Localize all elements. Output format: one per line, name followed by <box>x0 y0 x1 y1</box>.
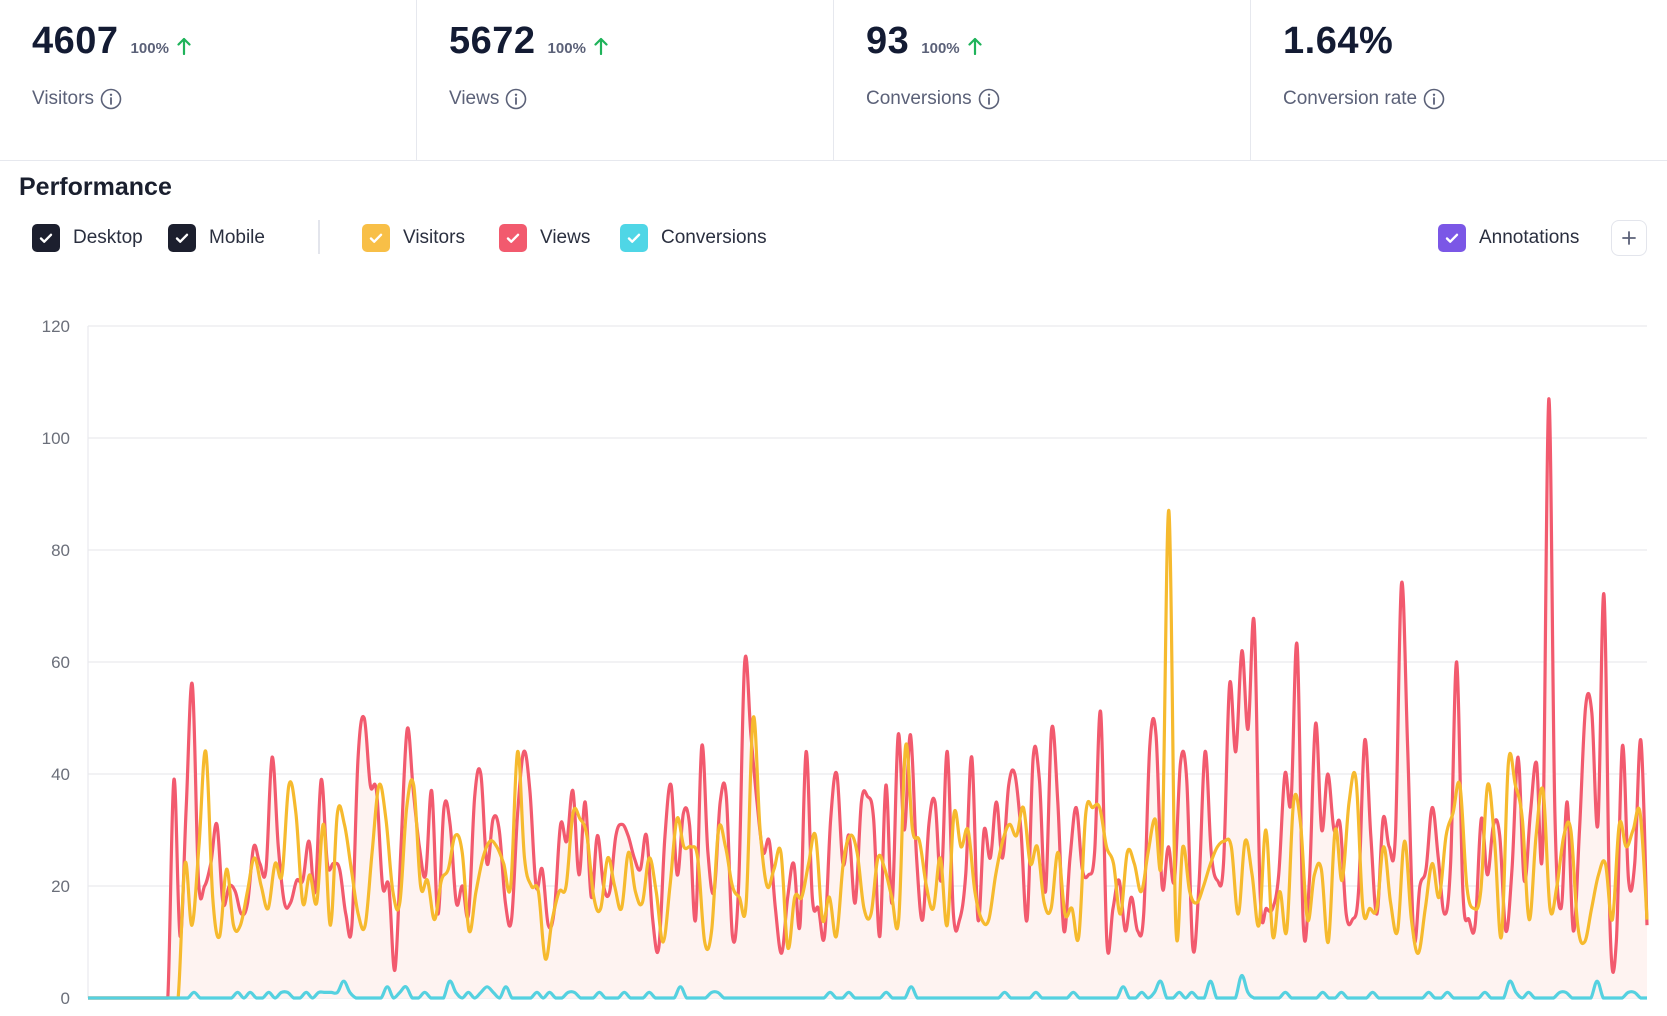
stat-label: Conversions <box>866 88 972 109</box>
performance-title: Performance <box>19 173 172 201</box>
stat-label-row: Conversions <box>866 88 1250 110</box>
toggle-label: Mobile <box>209 227 265 248</box>
toggle-label: Desktop <box>73 227 143 248</box>
y-tick-label: 20 <box>51 877 70 896</box>
stat-change: 100% <box>547 40 586 57</box>
stat-value: 1.64% <box>1283 20 1394 62</box>
toggle-views[interactable]: Views <box>499 222 590 254</box>
arrow-up-icon <box>968 37 982 56</box>
y-tick-label: 80 <box>51 541 70 560</box>
stat-label-row: Visitors <box>32 88 416 110</box>
views-series-line <box>88 397 1649 1000</box>
stat-conversions: 93 100% Conversions <box>834 0 1251 160</box>
checkbox-checked-icon[interactable] <box>499 224 527 252</box>
visitors-series-line <box>88 509 1649 1000</box>
info-icon[interactable] <box>1423 88 1445 110</box>
views-area-fill <box>88 398 1647 998</box>
performance-chart: 0 20 40 60 80 100 120 <box>42 317 1649 1008</box>
toggle-label: Visitors <box>403 227 465 248</box>
y-tick-label: 40 <box>51 765 70 784</box>
stat-label-row: Views <box>449 88 833 110</box>
stat-views: 5672 100% Views <box>417 0 834 160</box>
checkbox-checked-icon[interactable] <box>1438 224 1466 252</box>
info-icon[interactable] <box>978 88 1000 110</box>
stat-label: Views <box>449 88 500 109</box>
stat-label: Conversion rate <box>1283 88 1418 109</box>
checkbox-checked-icon[interactable] <box>620 224 648 252</box>
stat-label-row: Conversion rate <box>1283 88 1667 110</box>
checkbox-checked-icon[interactable] <box>32 224 60 252</box>
y-tick-label: 0 <box>61 989 70 1008</box>
toggle-annotations[interactable]: Annotations <box>1438 222 1579 254</box>
y-tick-label: 120 <box>42 317 70 336</box>
y-tick-label: 60 <box>51 653 70 672</box>
stat-value: 5672 <box>449 20 536 62</box>
toggle-label: Conversions <box>661 227 767 248</box>
info-icon[interactable] <box>505 88 527 110</box>
conversions-series-line <box>88 973 1647 1000</box>
arrow-up-icon <box>594 37 608 56</box>
stat-change: 100% <box>130 40 169 57</box>
y-tick-label: 100 <box>42 429 70 448</box>
chart-legend: Desktop Mobile Visitors Views Conversion… <box>32 220 1647 262</box>
stat-conversion-rate: 1.64% Conversion rate <box>1251 0 1667 160</box>
toggle-visitors[interactable]: Visitors <box>362 222 465 254</box>
checkbox-checked-icon[interactable] <box>168 224 196 252</box>
stat-label: Visitors <box>32 88 94 109</box>
plus-icon <box>1622 231 1636 245</box>
kpi-strip: 4607 100% Visitors 5672 100% Views <box>0 0 1667 161</box>
toggle-label: Annotations <box>1479 227 1580 248</box>
toggle-conversions[interactable]: Conversions <box>620 222 767 254</box>
add-annotation-button[interactable] <box>1611 220 1647 256</box>
checkbox-checked-icon[interactable] <box>362 224 390 252</box>
stat-visitors: 4607 100% Visitors <box>0 0 417 160</box>
stat-value: 93 <box>866 20 910 62</box>
toggle-label: Views <box>540 227 591 248</box>
arrow-up-icon <box>177 37 191 56</box>
stat-value: 4607 <box>32 20 119 62</box>
y-axis-ticks: 0 20 40 60 80 100 120 <box>42 317 70 1008</box>
toggle-mobile[interactable]: Mobile <box>168 222 265 254</box>
stat-change: 100% <box>921 40 960 57</box>
toggle-desktop[interactable]: Desktop <box>32 222 143 254</box>
info-icon[interactable] <box>100 88 122 110</box>
legend-divider <box>318 220 320 254</box>
